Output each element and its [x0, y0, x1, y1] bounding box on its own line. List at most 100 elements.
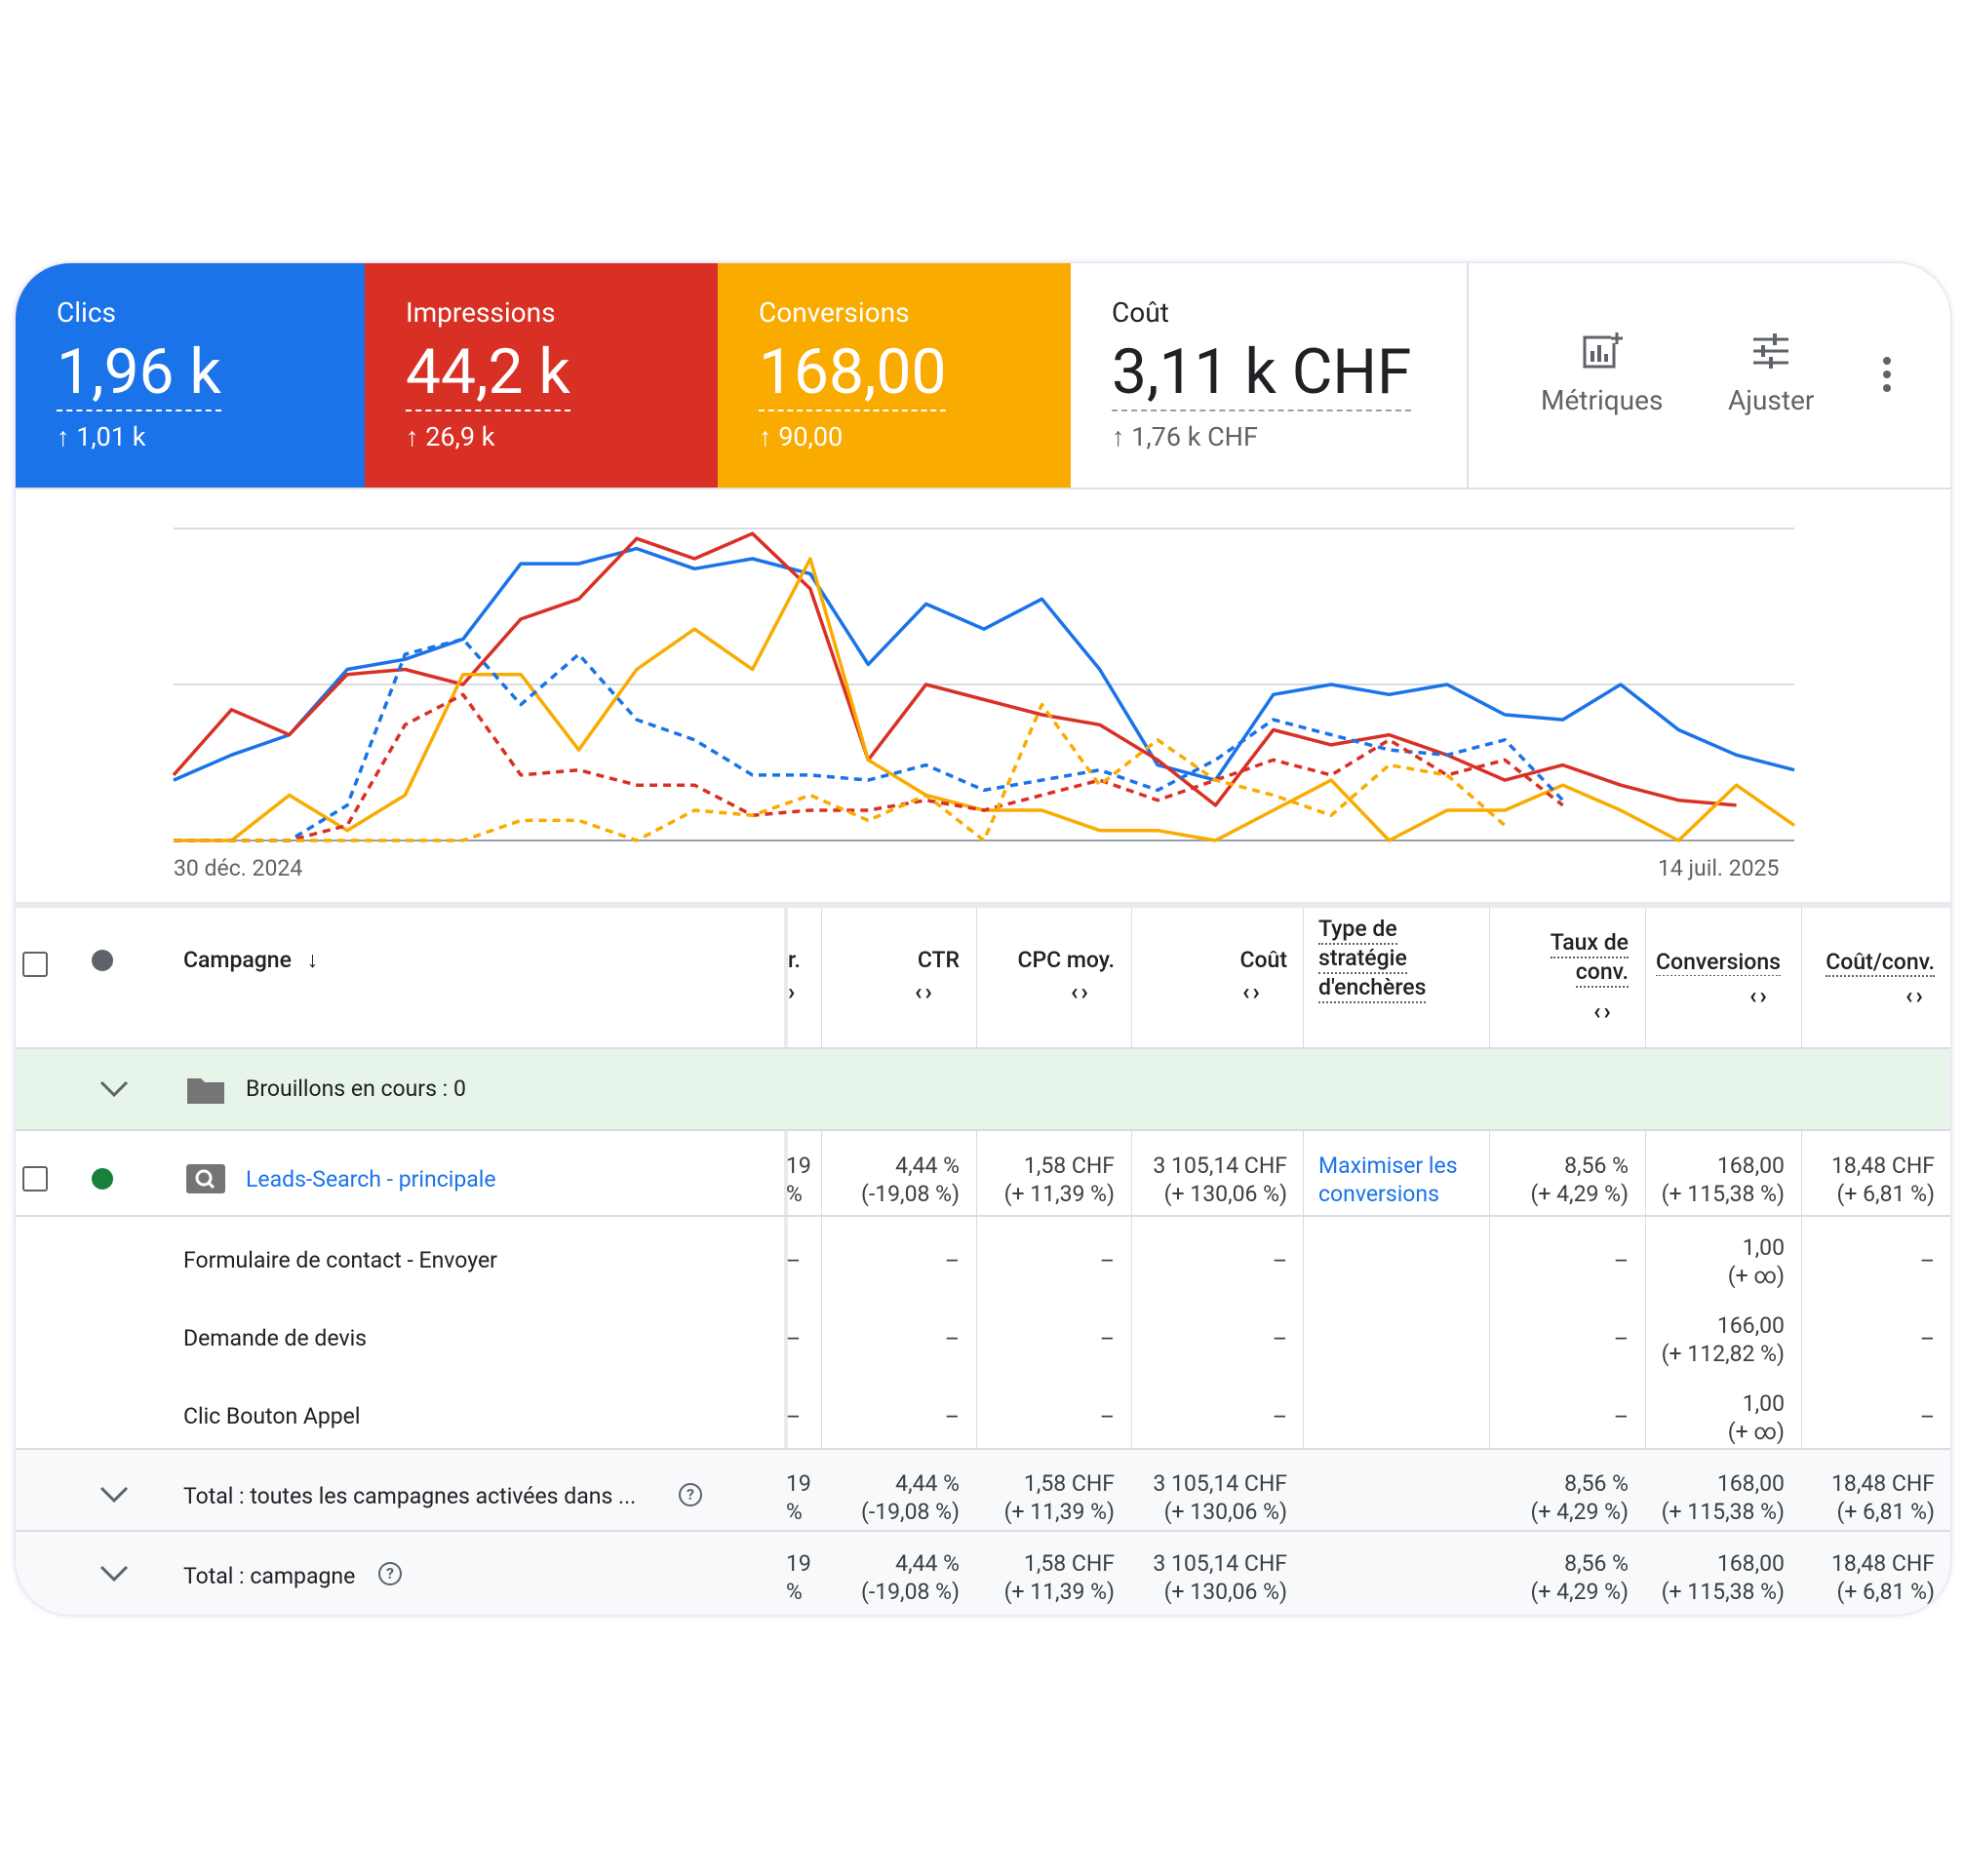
chart-series-line-0 [173, 546, 1795, 782]
ctr-delta: (-19,08 %) [860, 1579, 960, 1605]
metric-card-conversions[interactable]: Conversions 168,00 ↑ 90,00 [718, 263, 1071, 488]
campaign-header-label: Campagne [183, 947, 292, 973]
column-header-strategy[interactable]: Type de stratégie d'enchères [1318, 916, 1427, 1003]
cost-conv-delta: (+ 6,81 %) [1836, 1499, 1936, 1525]
partial-delta: % [786, 1499, 803, 1525]
cpc-delta: (+ 11,39 %) [1003, 1499, 1115, 1525]
metric-label: Clics [57, 296, 116, 329]
column-divider [821, 908, 822, 1615]
adjust-button[interactable]: Ajuster [1728, 330, 1814, 416]
partial-cell: 19% [786, 1549, 811, 1606]
metric-label: Impressions [406, 296, 556, 329]
x-axis-start-label: 30 déc. 2024 [174, 855, 303, 881]
conv-rate-delta: (+ 4,29 %) [1530, 1181, 1630, 1207]
metric-value: 1,96 k [57, 337, 221, 411]
column-expand-icon[interactable]: ‹› [1905, 982, 1926, 1009]
chart-series-line-1 [172, 531, 1737, 807]
metric-card-clics[interactable]: Clics 1,96 k ↑ 1,01 k [16, 263, 365, 488]
conversions-cell: 1,00 (+ ∞) [1650, 1233, 1785, 1290]
cost-conv-delta: (+ 6,81 %) [1836, 1579, 1936, 1605]
column-expand-icon[interactable]: ‹› [1071, 978, 1091, 1005]
column-header-conversions[interactable]: Conversions [1656, 949, 1798, 976]
campaign-row-checkbox[interactable] [22, 1166, 48, 1192]
help-icon[interactable]: ? [679, 1483, 702, 1506]
x-axis-end-label: 14 juil. 2025 [1658, 855, 1780, 881]
conv-rate-cell: 8,56 % (+ 4,29 %) [1498, 1549, 1630, 1606]
conv-rate-value: 8,56 % [1564, 1153, 1629, 1179]
dash-cell: – [1613, 1326, 1629, 1352]
cost-conv-delta: (+ 6,81 %) [1836, 1181, 1936, 1207]
conv-rate-cell: 8,56 % (+ 4,29 %) [1498, 1469, 1630, 1526]
column-header-ctr[interactable]: CTR [917, 947, 960, 973]
metric-card-cout[interactable]: Coût 3,11 k CHF ↑ 1,76 k CHF [1071, 263, 1469, 488]
column-header-campaign[interactable]: Campagne ↓ [183, 947, 318, 974]
cost-conv-value: 18,48 CHF [1830, 1550, 1935, 1577]
conv-rate-value: 8,56 % [1564, 1470, 1629, 1497]
dash-cell: – [1099, 1404, 1115, 1430]
conversions-cell: 168,00 (+ 115,38 %) [1650, 1152, 1785, 1208]
chevron-down-icon[interactable] [98, 1478, 131, 1515]
cost-conv-value: 18,48 CHF [1830, 1153, 1935, 1179]
row-divider [16, 1215, 1950, 1217]
more-options-icon[interactable] [1882, 357, 1892, 398]
partial-value: 19 [786, 1470, 811, 1497]
metrics-button[interactable]: Métriques [1541, 330, 1663, 416]
column-header-cpc[interactable]: CPC moy. [1017, 947, 1115, 973]
column-divider [976, 908, 977, 1615]
cpc-cell: 1,58 CHF (+ 11,39 %) [981, 1152, 1115, 1208]
dash-cell: – [944, 1248, 960, 1274]
conversions-delta: (+ 115,38 %) [1661, 1181, 1785, 1207]
strategy-link[interactable]: Maximiser les conversions [1318, 1152, 1458, 1208]
cpc-value: 1,58 CHF [1023, 1153, 1115, 1179]
metric-delta: ↑ 1,01 k [57, 421, 146, 452]
cost-cell: 3 105,14 CHF (+ 130,06 %) [1137, 1549, 1287, 1606]
conversions-delta: (+ ∞) [1727, 1263, 1785, 1289]
metric-card-impressions[interactable]: Impressions 44,2 k ↑ 26,9 k [365, 263, 718, 488]
metric-delta: ↑ 90,00 [759, 421, 844, 452]
column-header-cost[interactable]: Coût [1239, 947, 1287, 973]
strategy-line1: Maximiser les [1318, 1153, 1458, 1179]
metric-value: 44,2 k [406, 337, 570, 411]
performance-chart-svg [172, 528, 1795, 842]
ctr-cell: 4,44 % (-19,08 %) [825, 1549, 960, 1606]
chevron-down-icon[interactable] [98, 1557, 131, 1594]
conversions-value: 1,00 [1742, 1234, 1785, 1261]
campaign-overview-panel: Clics 1,96 k ↑ 1,01 k Impressions 44,2 k… [16, 263, 1950, 1615]
metric-delta: ↑ 26,9 k [406, 421, 495, 452]
metric-cards: Clics 1,96 k ↑ 1,01 k Impressions 44,2 k… [16, 263, 1950, 489]
campaign-name-link[interactable]: Leads-Search - principale [246, 1166, 496, 1192]
column-divider [1645, 908, 1646, 1615]
column-header-conv-rate[interactable]: Taux de conv. [1517, 929, 1629, 988]
conv-rate-header-line1: Taux de [1550, 929, 1629, 958]
conversions-delta: (+ 115,38 %) [1661, 1499, 1785, 1525]
cpc-delta: (+ 11,39 %) [1003, 1181, 1115, 1207]
cost-conv-cell: 18,48 CHF (+ 6,81 %) [1806, 1152, 1935, 1208]
column-expand-icon[interactable]: ‹› [915, 978, 935, 1005]
column-expand-icon[interactable]: ‹› [1593, 997, 1614, 1025]
metric-value: 3,11 k CHF [1112, 337, 1412, 411]
select-all-checkbox[interactable] [22, 952, 48, 977]
column-expand-icon[interactable]: ‹› [1749, 982, 1770, 1009]
cost-value: 3 105,14 CHF [1153, 1470, 1287, 1497]
adjust-label: Ajuster [1728, 384, 1815, 416]
column-expand-right-icon[interactable]: › [788, 978, 799, 1005]
ctr-value: 4,44 % [895, 1153, 960, 1179]
column-expand-icon[interactable]: ‹› [1242, 978, 1263, 1005]
conversions-delta: (+ 112,82 %) [1661, 1341, 1785, 1367]
conv-rate-value: 8,56 % [1564, 1550, 1629, 1577]
conversions-value: 1,00 [1742, 1390, 1785, 1417]
conversions-cell: 1,00 (+ ∞) [1650, 1389, 1785, 1446]
column-header-cost-conv[interactable]: Coût/conv. [1810, 949, 1935, 977]
tune-icon [1753, 333, 1789, 369]
partial-delta: % [786, 1181, 803, 1207]
ctr-cell: 4,44 % (-19,08 %) [825, 1469, 960, 1526]
partial-cell: 19% [786, 1469, 811, 1526]
conv-rate-cell: 8,56 % (+ 4,29 %) [1498, 1152, 1630, 1208]
cost-value: 3 105,14 CHF [1153, 1153, 1287, 1179]
chevron-down-icon[interactable] [98, 1073, 131, 1114]
drafts-row[interactable]: Brouillons en cours : 0 [16, 1049, 1950, 1129]
dash-cell: – [1919, 1404, 1935, 1430]
help-icon[interactable]: ? [378, 1562, 402, 1585]
ctr-cell: 4,44 % (-19,08 %) [825, 1152, 960, 1208]
conversions-delta: (+ 115,38 %) [1661, 1579, 1785, 1605]
